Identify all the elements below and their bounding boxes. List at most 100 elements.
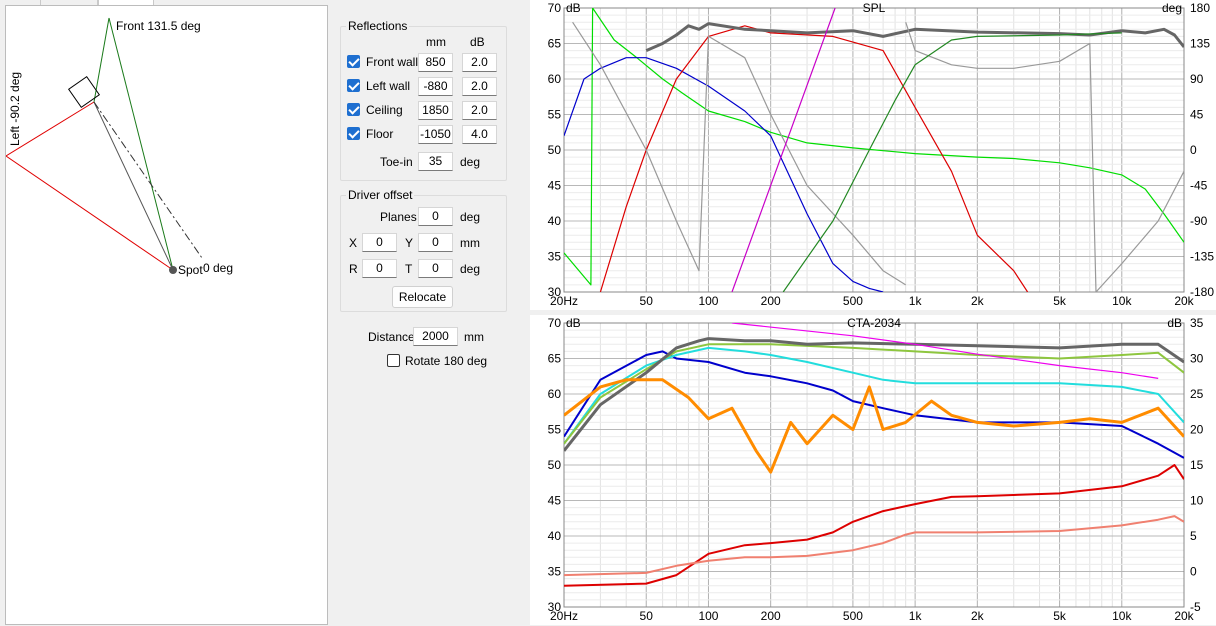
cta-ytick: 60 bbox=[548, 387, 562, 401]
spl-y2tick: 0 bbox=[1190, 143, 1197, 157]
cta-series-4 bbox=[731, 323, 1159, 379]
cta-series-group bbox=[564, 323, 1184, 587]
cta-y2tick: 20 bbox=[1190, 423, 1204, 437]
reflection-mm-field-0[interactable]: 850 bbox=[418, 53, 453, 72]
rt-unit: deg bbox=[460, 262, 481, 276]
spl-svg: 20Hz 50 100 200 500 1k 2k 5k 10k 20k 35 40 45 50 55 60 6… bbox=[548, 1, 1215, 308]
reflection-db-field-0[interactable]: 2.0 bbox=[462, 53, 497, 72]
reflection-mm-field-1[interactable]: -880 bbox=[418, 77, 453, 96]
r-field[interactable]: 0 bbox=[362, 259, 397, 278]
t-label: T bbox=[405, 262, 413, 276]
spl-ytick: 60 bbox=[548, 72, 562, 86]
cta-xtick: 2k bbox=[971, 609, 985, 623]
cta-series-7 bbox=[564, 515, 1184, 577]
spl-y2tick: -90 bbox=[1190, 214, 1208, 228]
x-label: X bbox=[349, 236, 358, 250]
distance-unit: mm bbox=[464, 330, 484, 344]
spl-ytick: 45 bbox=[548, 179, 562, 193]
cta-xtick: 500 bbox=[843, 609, 863, 623]
distance-field[interactable]: 2000 bbox=[413, 327, 458, 346]
cta-y2tick: 25 bbox=[1190, 387, 1204, 401]
cta-ytick: 40 bbox=[548, 529, 562, 543]
spl-ytick: 70 bbox=[548, 1, 562, 15]
cta-xtick: 100 bbox=[698, 609, 718, 623]
left-reflection-line-2 bbox=[6, 155, 174, 271]
spl-series-0 bbox=[564, 8, 1184, 286]
spl-xtick: 200 bbox=[761, 294, 781, 308]
driver-offset-title: Driver offset bbox=[346, 188, 415, 202]
cta-xtick: 20Hz bbox=[550, 609, 578, 623]
spl-y2tick: 180 bbox=[1190, 1, 1210, 15]
cta-xtick: 1k bbox=[909, 609, 923, 623]
cta-series-2 bbox=[564, 343, 1184, 445]
reflection-mm-field-3[interactable]: -1050 bbox=[418, 125, 453, 144]
toein-label: Toe-in bbox=[380, 155, 413, 169]
spl-frame bbox=[563, 7, 1185, 293]
y-label: Y bbox=[405, 236, 414, 250]
cta-2034-chart: 20Hz 50 100 200 500 1k 2k 5k 10k 20k 35 40 45 50 55 60 6… bbox=[530, 315, 1216, 625]
spl-y2label: deg bbox=[1162, 1, 1182, 15]
cta-ylabel: dB bbox=[566, 316, 581, 330]
reflection-checkbox-0[interactable] bbox=[347, 55, 360, 68]
spl-y2tick: 90 bbox=[1190, 72, 1204, 86]
cta-ytick: 45 bbox=[548, 494, 562, 508]
geometry-drawing: Front 131.5 deg Left -90.2 deg Spot 0 de… bbox=[6, 17, 233, 277]
reflection-db-field-2[interactable]: 2.0 bbox=[462, 101, 497, 120]
rotate-label: Rotate 180 deg bbox=[405, 354, 488, 368]
spl-xtick: 5k bbox=[1053, 294, 1067, 308]
mm-column-header: mm bbox=[426, 35, 446, 49]
spl-xtick: 20k bbox=[1174, 294, 1194, 308]
reflection-checkbox-3[interactable] bbox=[347, 127, 360, 140]
spl-series-7 bbox=[782, 32, 1122, 292]
reflection-db-field-3[interactable]: 4.0 bbox=[462, 125, 497, 144]
spl-series-4 bbox=[572, 21, 907, 286]
y-field[interactable]: 0 bbox=[418, 233, 453, 252]
reflections-group bbox=[340, 26, 507, 181]
reflection-label-1: Left wall bbox=[366, 79, 411, 93]
spl-xtick: 2k bbox=[971, 294, 985, 308]
relocate-button[interactable]: Relocate bbox=[392, 286, 453, 308]
spl-ytick: 40 bbox=[548, 214, 562, 228]
planes-field[interactable]: 0 bbox=[418, 207, 453, 226]
cta-y2tick: 0 bbox=[1190, 565, 1197, 579]
xy-unit: mm bbox=[460, 236, 480, 250]
reflection-checkbox-2[interactable] bbox=[347, 103, 360, 116]
geometry-view: Front 131.5 deg Left -90.2 deg Spot 0 de… bbox=[5, 5, 328, 625]
reflection-mm-field-2[interactable]: 1850 bbox=[418, 101, 453, 120]
spl-series-group bbox=[564, 8, 1184, 292]
spl-xtick: 500 bbox=[843, 294, 863, 308]
spot-marker[interactable] bbox=[169, 266, 177, 274]
spl-title: SPL bbox=[863, 1, 886, 15]
x-field[interactable]: 0 bbox=[362, 233, 397, 252]
spl-ytick: 50 bbox=[548, 143, 562, 157]
reflection-db-field-1[interactable]: 2.0 bbox=[462, 77, 497, 96]
spl-y2tick: -45 bbox=[1190, 179, 1208, 193]
rotate-checkbox[interactable] bbox=[387, 354, 400, 367]
toein-field[interactable]: 35 bbox=[418, 152, 453, 171]
cta-y2label: dB bbox=[1167, 316, 1182, 330]
spl-y2tick: 135 bbox=[1190, 37, 1210, 51]
speaker-box[interactable] bbox=[67, 75, 101, 109]
t-field[interactable]: 0 bbox=[418, 259, 453, 278]
splitter[interactable] bbox=[520, 0, 530, 625]
spl-ytick: 55 bbox=[548, 108, 562, 122]
reflection-checkbox-1[interactable] bbox=[347, 79, 360, 92]
spl-series-3 bbox=[645, 22, 1184, 52]
spl-ylabel: dB bbox=[566, 1, 581, 15]
cta-ytick: 55 bbox=[548, 423, 562, 437]
front-reflection-line-2 bbox=[108, 17, 174, 271]
distance-label: Distance bbox=[368, 330, 415, 344]
spl-xtick: 100 bbox=[698, 294, 718, 308]
planes-unit: deg bbox=[460, 210, 481, 224]
spl-y2tick: -180 bbox=[1190, 285, 1214, 299]
left-reflection-line bbox=[6, 101, 95, 157]
direct-line bbox=[93, 101, 174, 271]
cta-xtick: 50 bbox=[640, 609, 654, 623]
cta-svg: 20Hz 50 100 200 500 1k 2k 5k 10k 20k3540455055606… bbox=[548, 316, 1204, 623]
reflection-label-0: Front wall bbox=[366, 55, 419, 69]
front-reflection-line bbox=[93, 17, 110, 103]
reflection-label-2: Ceiling bbox=[366, 103, 403, 117]
spl-series-1 bbox=[564, 57, 884, 292]
spl-y2tick: -135 bbox=[1190, 250, 1214, 264]
cta-frame bbox=[563, 322, 1185, 608]
